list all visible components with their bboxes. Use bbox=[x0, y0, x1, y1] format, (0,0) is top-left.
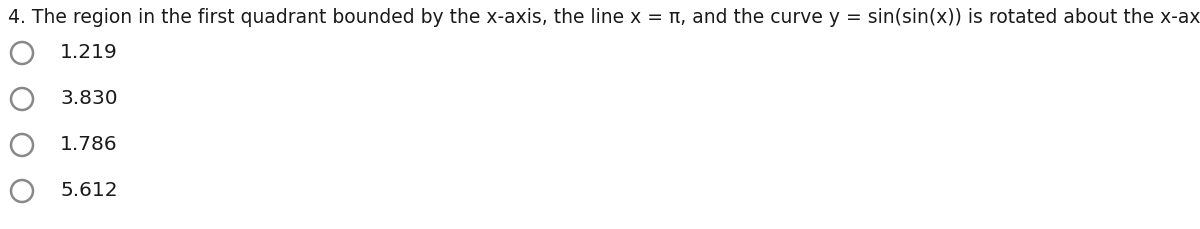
Text: 1.219: 1.219 bbox=[60, 44, 118, 63]
Text: 1.786: 1.786 bbox=[60, 136, 118, 155]
Text: 3.830: 3.830 bbox=[60, 90, 118, 109]
Text: 4. The region in the first quadrant bounded by the x-axis, the line x = π, and t: 4. The region in the first quadrant boun… bbox=[8, 8, 1200, 27]
Text: 5.612: 5.612 bbox=[60, 182, 118, 201]
